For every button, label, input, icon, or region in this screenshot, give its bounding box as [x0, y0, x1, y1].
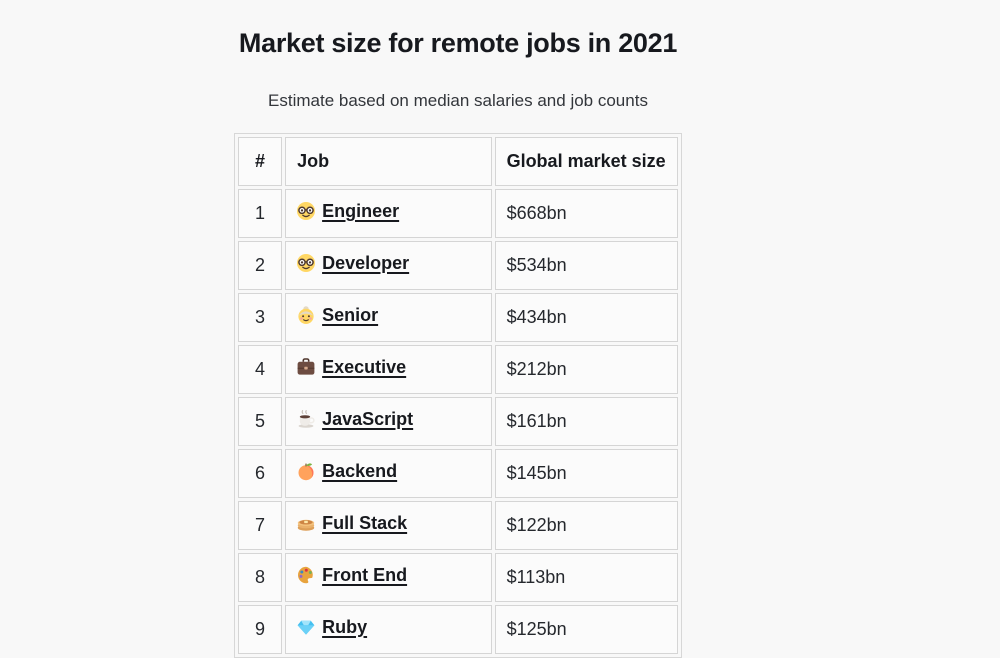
- peach-icon: [296, 461, 316, 481]
- rank-cell: 9: [238, 605, 283, 654]
- job-link[interactable]: Ruby: [296, 617, 367, 638]
- table-row: 6 Backend $145bn: [238, 449, 678, 498]
- old-woman-icon: [296, 305, 316, 325]
- rank-cell: 4: [238, 345, 283, 394]
- job-link[interactable]: Backend: [296, 461, 397, 482]
- market-size-cell: $113bn: [494, 553, 678, 602]
- table-row: 7 Full Stack $122bn: [238, 501, 678, 550]
- table-row: 2 Developer $534bn: [238, 241, 678, 290]
- job-cell: Full Stack: [285, 501, 492, 550]
- nerd-face-icon: [296, 253, 316, 273]
- market-size-table: # Job Global market size 1 Engineer $668…: [234, 133, 682, 658]
- table-row: 9 Ruby $125bn: [238, 605, 678, 654]
- table-row: 1 Engineer $668bn: [238, 189, 678, 238]
- job-link[interactable]: Developer: [296, 253, 409, 274]
- rank-cell: 6: [238, 449, 283, 498]
- rank-cell: 8: [238, 553, 283, 602]
- market-size-cell: $534bn: [494, 241, 678, 290]
- job-link[interactable]: Senior: [296, 305, 378, 326]
- job-link[interactable]: Front End: [296, 565, 407, 586]
- coffee-icon: [296, 409, 316, 429]
- job-cell: Developer: [285, 241, 492, 290]
- job-label: Senior: [322, 304, 379, 325]
- rank-cell: 2: [238, 241, 283, 290]
- market-size-cell: $668bn: [494, 189, 678, 238]
- job-cell: Backend: [285, 449, 492, 498]
- job-label: Engineer: [322, 200, 400, 221]
- job-cell: Front End: [285, 553, 492, 602]
- job-link[interactable]: Executive: [296, 357, 406, 378]
- table-header-row: # Job Global market size: [238, 137, 678, 186]
- column-header-market-size: Global market size: [494, 137, 678, 186]
- job-label: Full Stack: [322, 512, 408, 533]
- job-cell: Executive: [285, 345, 492, 394]
- table-row: 3 Senior $434bn: [238, 293, 678, 342]
- table-row: 5 JavaScript $161bn: [238, 397, 678, 446]
- palette-icon: [296, 565, 316, 585]
- rank-cell: 3: [238, 293, 283, 342]
- job-cell: Senior: [285, 293, 492, 342]
- market-size-cell: $145bn: [494, 449, 678, 498]
- gem-icon: [296, 617, 316, 637]
- job-label: Developer: [322, 252, 410, 273]
- job-label: Front End: [322, 564, 408, 585]
- job-label: Backend: [322, 460, 398, 481]
- job-label: Executive: [322, 356, 407, 377]
- market-size-cell: $212bn: [494, 345, 678, 394]
- rank-cell: 1: [238, 189, 283, 238]
- job-link[interactable]: Engineer: [296, 201, 399, 222]
- market-size-cell: $434bn: [494, 293, 678, 342]
- rank-cell: 5: [238, 397, 283, 446]
- table-row: 8 Front End $113bn: [238, 553, 678, 602]
- job-link[interactable]: Full Stack: [296, 513, 407, 534]
- column-header-job: Job: [285, 137, 492, 186]
- page-subtitle: Estimate based on median salaries and jo…: [268, 91, 648, 110]
- page-title: Market size for remote jobs in 2021: [238, 28, 678, 58]
- market-size-cell: $161bn: [494, 397, 678, 446]
- page-content: Market size for remote jobs in 2021 Esti…: [198, 0, 718, 658]
- nerd-face-icon: [296, 201, 316, 221]
- table-row: 4 Executive $212bn: [238, 345, 678, 394]
- market-size-cell: $122bn: [494, 501, 678, 550]
- job-label: Ruby: [322, 616, 368, 637]
- pancakes-icon: [296, 513, 316, 533]
- table-header: # Job Global market size: [238, 137, 678, 186]
- briefcase-icon: [296, 357, 316, 377]
- job-link[interactable]: JavaScript: [296, 409, 413, 430]
- job-label: JavaScript: [322, 408, 414, 429]
- job-cell: Ruby: [285, 605, 492, 654]
- rank-cell: 7: [238, 501, 283, 550]
- job-cell: Engineer: [285, 189, 492, 238]
- market-size-cell: $125bn: [494, 605, 678, 654]
- job-cell: JavaScript: [285, 397, 492, 446]
- table-body: 1 Engineer $668bn 2 Developer $534bn 3 S…: [238, 189, 678, 654]
- column-header-rank: #: [238, 137, 283, 186]
